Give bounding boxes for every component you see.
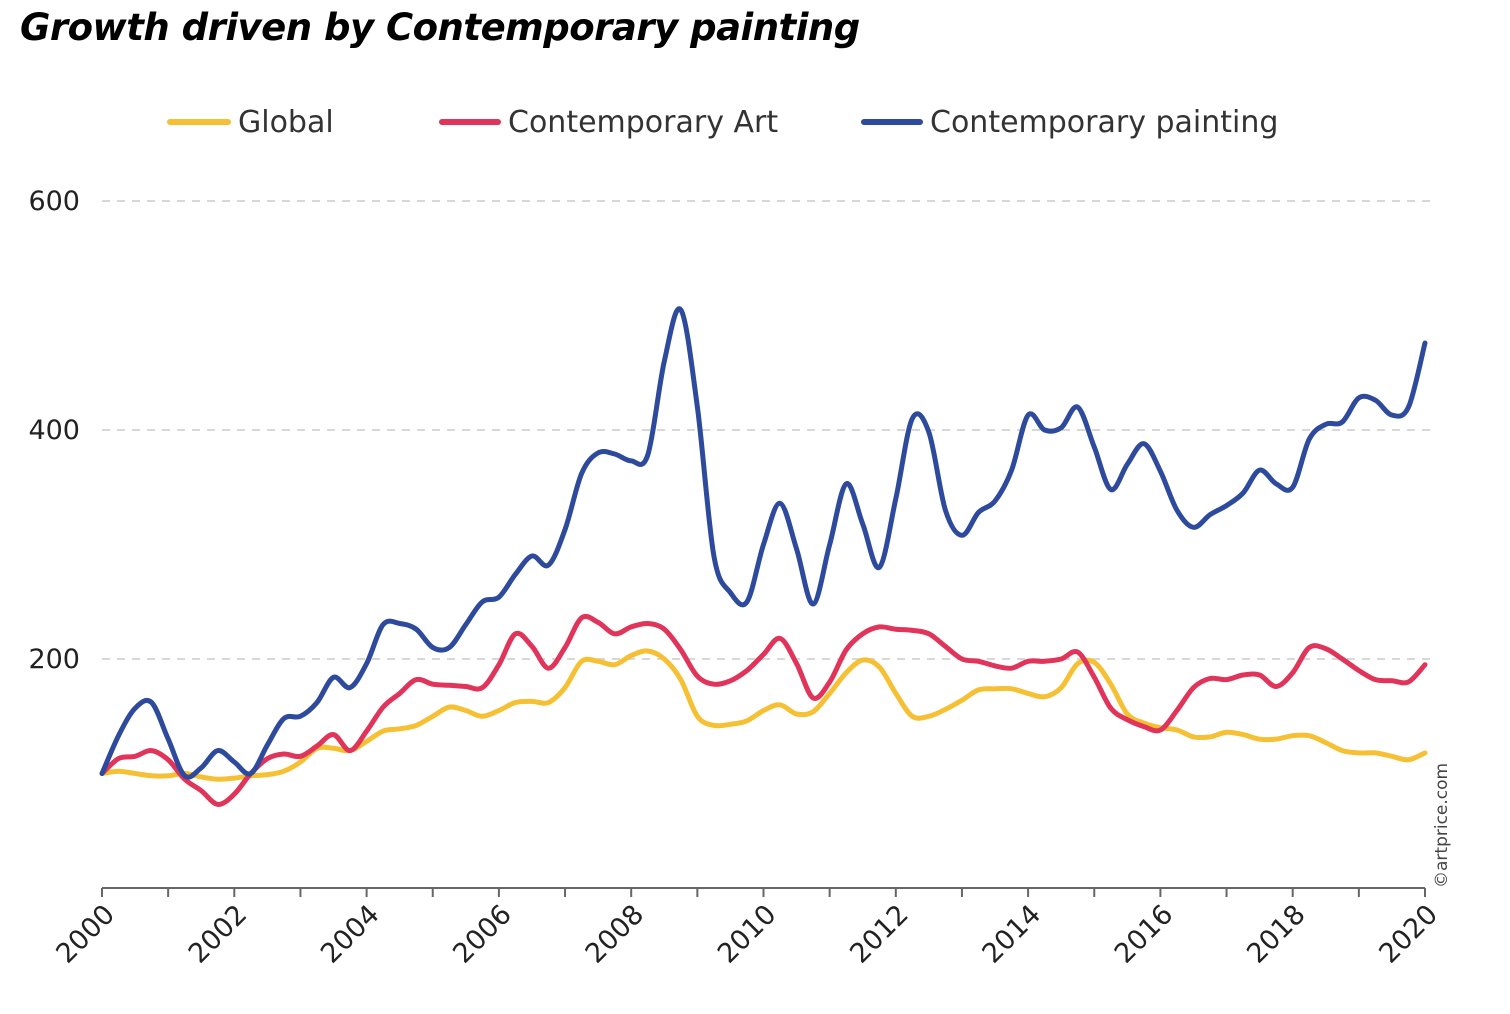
x-tick-label: 2020	[1373, 899, 1444, 970]
x-tick-label: 2014	[977, 899, 1048, 970]
series-line-global	[99, 648, 1428, 782]
x-tick-label: 2010	[712, 899, 783, 970]
x-tick-label: 2008	[580, 899, 651, 970]
chart-title: Growth driven by Contemporary painting	[20, 6, 860, 49]
series-lines	[99, 306, 1428, 807]
x-tick-label: 2012	[844, 899, 915, 970]
legend-label-contemporary-painting: Contemporary painting	[930, 105, 1278, 140]
x-tick-label: 2018	[1241, 899, 1312, 970]
x-tick-label: 2002	[183, 899, 254, 970]
x-tick-labels: 2000 2002 2004 2006 2008 2010 2012 2014 2016 2018…	[50, 899, 1444, 970]
legend-label-global: Global	[238, 105, 334, 140]
x-axis	[101, 887, 1426, 897]
gridlines	[102, 200, 1430, 660]
series-line-contemporary-art	[99, 613, 1428, 807]
x-tick-label: 2016	[1109, 899, 1180, 970]
legend-label-contemporary-art: Contemporary Art	[508, 105, 778, 140]
x-tick-label: 2006	[447, 899, 518, 970]
series-line-contemporary-painting	[99, 306, 1428, 780]
x-tick-label: 2004	[315, 899, 386, 970]
y-tick-label: 600	[28, 186, 80, 217]
x-tick-label: 2000	[50, 899, 121, 970]
credit-text: ©artprice.com	[1432, 763, 1452, 888]
legend: Global Contemporary Art Contemporary pai…	[167, 105, 1278, 140]
y-tick-label: 200	[28, 644, 80, 675]
y-tick-labels: 200 400 600	[28, 186, 80, 675]
y-tick-label: 400	[28, 415, 80, 446]
